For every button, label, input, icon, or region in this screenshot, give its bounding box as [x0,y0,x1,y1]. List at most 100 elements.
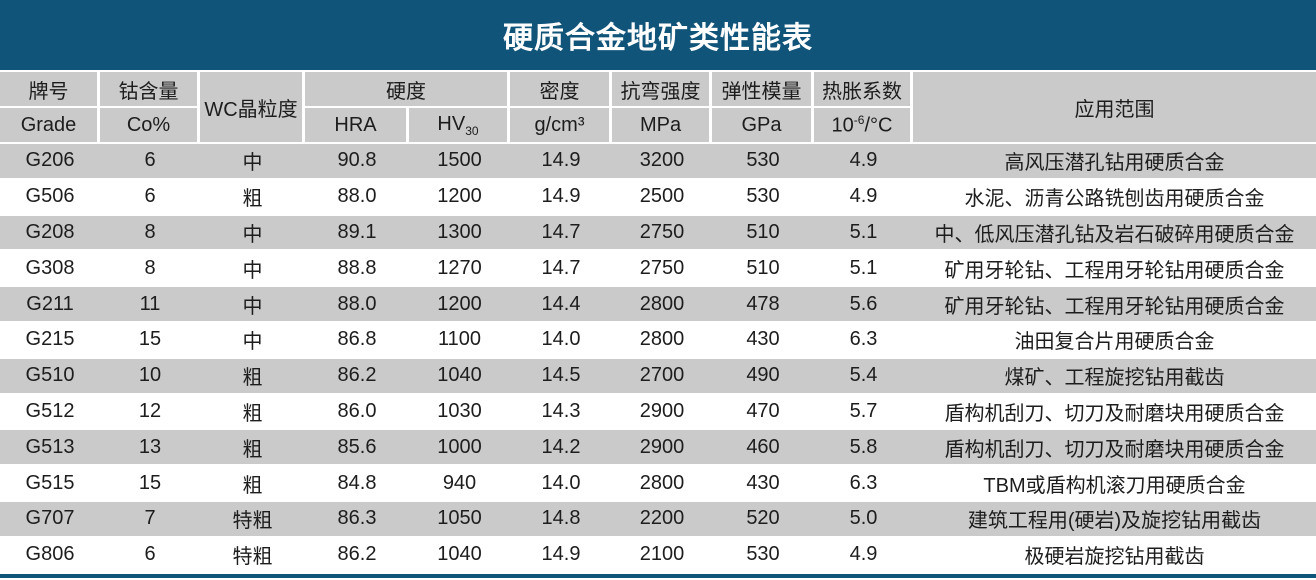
cell-modulus: 490 [712,358,814,395]
cell-grade: G506 [0,179,100,216]
table-row: G506 6 粗 88.0 1200 14.9 2500 530 4.9 水泥、… [0,179,1316,216]
cell-density: 14.9 [510,537,612,574]
title-bar: 硬质合金地矿类性能表 [0,0,1316,72]
cell-application: 极硬岩旋挖钻用截齿 [913,537,1316,574]
cell-trs: 3200 [612,144,712,180]
cell-trs: 2800 [612,287,712,323]
cell-hv: 1030 [409,394,510,431]
cell-trs: 2700 [612,358,712,395]
cell-co: 8 [100,251,200,288]
cell-trs: 2800 [612,322,712,359]
cell-wc-grain: 中 [200,287,305,323]
cell-hv: 1200 [409,179,510,216]
cell-cte: 4.9 [814,144,913,180]
cell-wc-grain: 中 [200,322,305,359]
cell-hv: 1270 [409,251,510,288]
cell-hv: 1040 [409,358,510,395]
header-grade-en: Grade [0,108,100,144]
cell-modulus: 530 [712,537,814,574]
cell-co: 6 [100,537,200,574]
cell-hra: 88.0 [305,287,409,323]
table-row: G707 7 特粗 86.3 1050 14.8 2200 520 5.0 建筑… [0,501,1316,538]
cell-co: 13 [100,430,200,467]
hv-subscript: 30 [465,123,479,138]
cell-grade: G215 [0,322,100,359]
cell-density: 14.0 [510,466,612,502]
cell-hra: 86.0 [305,394,409,431]
cte-superscript: -6 [853,112,865,127]
cell-cte: 5.1 [814,215,913,252]
cell-co: 6 [100,179,200,216]
cell-trs: 2900 [612,394,712,431]
cell-cte: 4.9 [814,179,913,216]
cell-cte: 6.3 [814,322,913,359]
cell-modulus: 430 [712,322,814,359]
cell-wc-grain: 中 [200,144,305,180]
cell-cte: 5.1 [814,251,913,288]
cell-wc-grain: 粗 [200,466,305,502]
cell-grade: G206 [0,144,100,180]
cell-application: 高风压潜孔钻用硬质合金 [913,144,1316,180]
cell-hv: 1100 [409,322,510,359]
cell-density: 14.8 [510,501,612,538]
cell-wc-grain: 粗 [200,179,305,216]
cell-density: 14.9 [510,144,612,180]
cell-application: TBM或盾构机滚刀用硬质合金 [913,466,1316,502]
table-row: G512 12 粗 86.0 1030 14.3 2900 470 5.7 盾构… [0,394,1316,431]
table-header: 牌号 钴含量 WC晶粒度 硬度 密度 抗弯强度 弹性模量 热胀系数 应用范围 G… [0,72,1316,144]
cell-density: 14.4 [510,287,612,323]
cell-hra: 86.3 [305,501,409,538]
cell-wc-grain: 粗 [200,394,305,431]
cell-hv: 1050 [409,501,510,538]
cell-cte: 4.9 [814,537,913,574]
cell-trs: 2900 [612,430,712,467]
header-trs-unit: MPa [612,108,712,144]
cell-grade: G211 [0,287,100,323]
cell-grade: G208 [0,215,100,252]
header-density-unit: g/cm³ [510,108,612,144]
cell-hra: 85.6 [305,430,409,467]
cell-hra: 88.0 [305,179,409,216]
header-cte-cn: 热胀系数 [814,72,913,108]
cell-modulus: 460 [712,430,814,467]
cell-hra: 90.8 [305,144,409,180]
cell-cte: 5.6 [814,287,913,323]
cell-hv: 1000 [409,430,510,467]
cell-cte: 5.7 [814,394,913,431]
table-row: G515 15 粗 84.8 940 14.0 2800 430 6.3 TBM… [0,466,1316,502]
cell-density: 14.9 [510,179,612,216]
cell-modulus: 478 [712,287,814,323]
cell-co: 15 [100,466,200,502]
header-hv: HV30 [409,108,510,144]
cell-application: 水泥、沥青公路铣刨齿用硬质合金 [913,179,1316,216]
cell-wc-grain: 中 [200,251,305,288]
header-row-cn: 牌号 钴含量 WC晶粒度 硬度 密度 抗弯强度 弹性模量 热胀系数 应用范围 [0,72,1316,144]
cell-density: 14.2 [510,430,612,467]
cell-grade: G510 [0,358,100,395]
header-co-cn: 钴含量 [100,72,200,108]
cell-modulus: 510 [712,251,814,288]
cell-hra: 86.2 [305,537,409,574]
cell-grade: G707 [0,501,100,538]
header-wc-grain: WC晶粒度 [200,72,305,144]
performance-table: 牌号 钴含量 WC晶粒度 硬度 密度 抗弯强度 弹性模量 热胀系数 应用范围 G… [0,72,1316,574]
cell-co: 15 [100,322,200,359]
table-row: G308 8 中 88.8 1270 14.7 2750 510 5.1 矿用牙… [0,251,1316,288]
header-density-cn: 密度 [510,72,612,108]
cell-hv: 940 [409,466,510,502]
page-title: 硬质合金地矿类性能表 [503,22,813,55]
cell-wc-grain: 粗 [200,358,305,395]
table-row: G510 10 粗 86.2 1040 14.5 2700 490 5.4 煤矿… [0,358,1316,395]
header-application: 应用范围 [913,72,1316,144]
cell-grade: G513 [0,430,100,467]
header-co-en: Co% [100,108,200,144]
cell-co: 11 [100,287,200,323]
cell-hra: 86.8 [305,322,409,359]
cell-density: 14.7 [510,251,612,288]
table-row: G215 15 中 86.8 1100 14.0 2800 430 6.3 油田… [0,322,1316,359]
cell-trs: 2800 [612,466,712,502]
header-row-units: Grade Co% HRA HV30 g/cm³ MPa GPa 10-6/°C [0,108,1316,144]
header-hardness: 硬度 [305,72,510,108]
cell-grade: G308 [0,251,100,288]
header-grade-cn: 牌号 [0,72,100,108]
